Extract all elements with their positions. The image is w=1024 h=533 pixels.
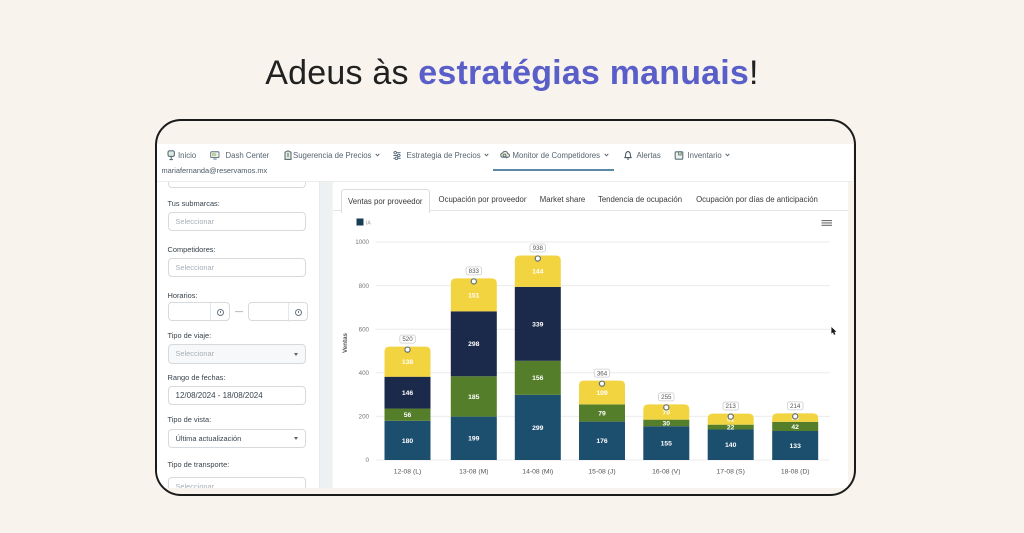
svg-text:0: 0 [365, 457, 369, 464]
svg-text:16-08 (V): 16-08 (V) [652, 468, 680, 475]
svg-text:156: 156 [532, 375, 544, 382]
svg-text:255: 255 [661, 394, 672, 401]
svg-text:Ventas: Ventas [342, 332, 349, 353]
svg-text:400: 400 [358, 370, 369, 377]
svg-text:14-08 (Mi): 14-08 (Mi) [522, 468, 553, 475]
svg-text:15-08 (J): 15-08 (J) [588, 468, 615, 475]
svg-text:199: 199 [468, 435, 480, 442]
svg-text:299: 299 [532, 424, 544, 431]
svg-text:70: 70 [662, 409, 670, 416]
svg-text:180: 180 [401, 437, 413, 444]
svg-text:56: 56 [403, 412, 411, 419]
svg-text:938: 938 [532, 245, 543, 252]
svg-text:13-08 (M): 13-08 (M) [459, 468, 488, 475]
svg-text:151: 151 [468, 292, 480, 299]
svg-text:155: 155 [660, 440, 672, 447]
svg-text:833: 833 [468, 268, 479, 275]
svg-text:176: 176 [596, 438, 608, 445]
svg-text:IA: IA [366, 220, 371, 226]
svg-text:138: 138 [401, 359, 413, 366]
svg-text:200: 200 [358, 413, 369, 420]
svg-text:109: 109 [596, 389, 608, 396]
svg-text:144: 144 [532, 268, 544, 275]
svg-text:17-08 (S): 17-08 (S) [716, 468, 744, 475]
svg-text:298: 298 [468, 341, 480, 348]
svg-text:213: 213 [725, 403, 736, 410]
svg-text:1000: 1000 [355, 239, 369, 246]
svg-text:185: 185 [468, 393, 480, 400]
svg-text:133: 133 [789, 442, 801, 449]
svg-text:140: 140 [725, 442, 737, 449]
svg-text:51: 51 [726, 416, 734, 423]
svg-text:339: 339 [532, 321, 544, 328]
svg-text:520: 520 [402, 336, 413, 343]
svg-text:800: 800 [358, 282, 369, 289]
svg-text:146: 146 [401, 390, 413, 397]
svg-text:22: 22 [726, 424, 734, 431]
svg-text:30: 30 [662, 420, 670, 427]
svg-text:600: 600 [358, 326, 369, 333]
svg-text:364: 364 [596, 370, 607, 377]
svg-text:12-08 (L): 12-08 (L) [393, 468, 421, 475]
svg-text:79: 79 [598, 410, 606, 417]
svg-text:18-08 (D): 18-08 (D) [780, 468, 809, 475]
svg-text:214: 214 [790, 402, 801, 409]
svg-text:42: 42 [791, 423, 799, 430]
